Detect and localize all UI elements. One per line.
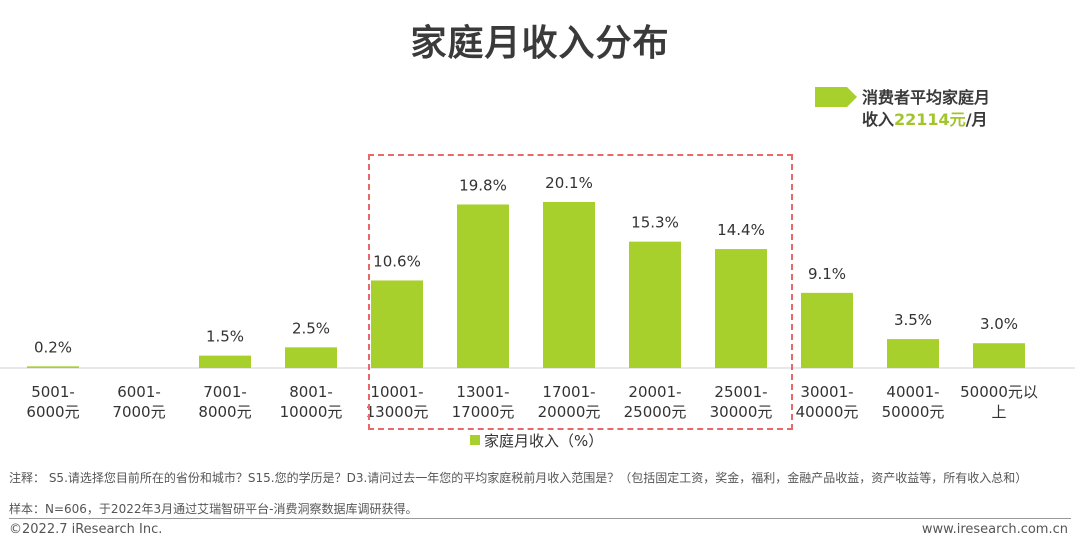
- category-tick-label: 40000元: [796, 403, 859, 421]
- category-tick-label: 20001-: [628, 383, 681, 401]
- bar: [285, 347, 337, 368]
- bar-value-label: 3.5%: [894, 311, 932, 329]
- bar-value-label: 14.4%: [717, 221, 765, 239]
- bar: [801, 292, 853, 368]
- footnote-sample: 样本：N=606，于2022年3月通过艾瑞智研平台-消费洞察数据库调研获得。: [9, 502, 418, 516]
- bar-value-label: 9.1%: [808, 265, 846, 283]
- chart-legend: 家庭月收入（%）: [470, 430, 603, 451]
- bar-value-label: 15.3%: [631, 214, 679, 232]
- category-tick-label: 30000元: [710, 403, 773, 421]
- bars-layer: [0, 202, 1075, 369]
- bar: [199, 355, 251, 368]
- bar-value-label: 3.0%: [980, 315, 1018, 333]
- category-ticks-layer: 5001- 6000元 6001- 7000元 7001- 8000元 8001- 10000…: [26, 383, 1037, 421]
- bar: [543, 202, 595, 368]
- value-labels-layer: 0.2% 1.5% 2.5% 10.6% 19.8% 20.1% 15.3% 14.4% 9.1…: [34, 174, 1018, 356]
- category-tick-label: 10000元: [280, 403, 343, 421]
- category-tick-label: 25001-: [714, 383, 767, 401]
- footer-divider: [9, 518, 1071, 519]
- bar-value-label: 1.5%: [206, 328, 244, 346]
- website-text: www.iresearch.com.cn: [921, 522, 1068, 537]
- bar-value-label: 19.8%: [459, 176, 507, 194]
- category-tick-label: 5001-: [31, 383, 75, 401]
- category-tick-label: 25000元: [624, 403, 687, 421]
- bar: [715, 249, 767, 368]
- category-tick-label: 8000元: [198, 403, 251, 421]
- category-tick-label: 上: [991, 403, 1006, 421]
- category-tick-label: 6000元: [26, 403, 79, 421]
- category-tick-label: 40001-: [886, 383, 939, 401]
- bar: [973, 343, 1025, 368]
- callout-line-2: 收入22114元/月: [862, 106, 988, 130]
- page-title: 家庭月收入分布: [410, 23, 670, 64]
- category-tick-label: 17000元: [452, 403, 515, 421]
- bar: [457, 204, 509, 368]
- bar: [887, 339, 939, 368]
- callout-line-1: 消费者平均家庭月: [862, 88, 991, 107]
- legend-label: 家庭月收入（%）: [484, 432, 604, 450]
- bar-value-label: 10.6%: [373, 252, 421, 270]
- callout-average-value: 22114元: [894, 110, 966, 129]
- category-tick-label: 30001-: [800, 383, 853, 401]
- category-tick-label: 20000元: [538, 403, 601, 421]
- arrow-tag-icon: [815, 87, 857, 107]
- category-tick-label: 8001-: [289, 383, 333, 401]
- bar-value-label: 2.5%: [292, 319, 330, 337]
- callout-prefix: 收入: [862, 110, 895, 129]
- category-tick-label: 17001-: [542, 383, 595, 401]
- bar-value-label: 0.2%: [34, 338, 72, 356]
- category-tick-label: 13001-: [456, 383, 509, 401]
- bar: [371, 280, 423, 368]
- legend-swatch: [470, 435, 480, 445]
- category-tick-label: 6001-: [117, 383, 161, 401]
- category-tick-label: 50000元以: [960, 383, 1038, 401]
- highlight-box: [368, 154, 793, 430]
- callout-suffix: /月: [965, 110, 988, 129]
- bar: [629, 241, 681, 368]
- income-bar-chart: 0.2% 1.5% 2.5% 10.6% 19.8% 20.1% 15.3% 14.4% 9.1…: [0, 174, 1075, 421]
- footnote-question: 注释： S5.请选择您目前所在的省份和城市？S15.您的学历是？D3.请问过去一…: [9, 471, 1028, 485]
- copyright-text: ©2022.7 iResearch Inc.: [9, 522, 163, 537]
- bar: [27, 366, 79, 368]
- category-tick-label: 7000元: [112, 403, 165, 421]
- category-tick-label: 50000元: [882, 403, 945, 421]
- bar-value-label: 20.1%: [545, 174, 593, 192]
- category-tick-label: 10001-: [370, 383, 423, 401]
- category-tick-label: 7001-: [203, 383, 247, 401]
- category-tick-label: 13000元: [366, 403, 429, 421]
